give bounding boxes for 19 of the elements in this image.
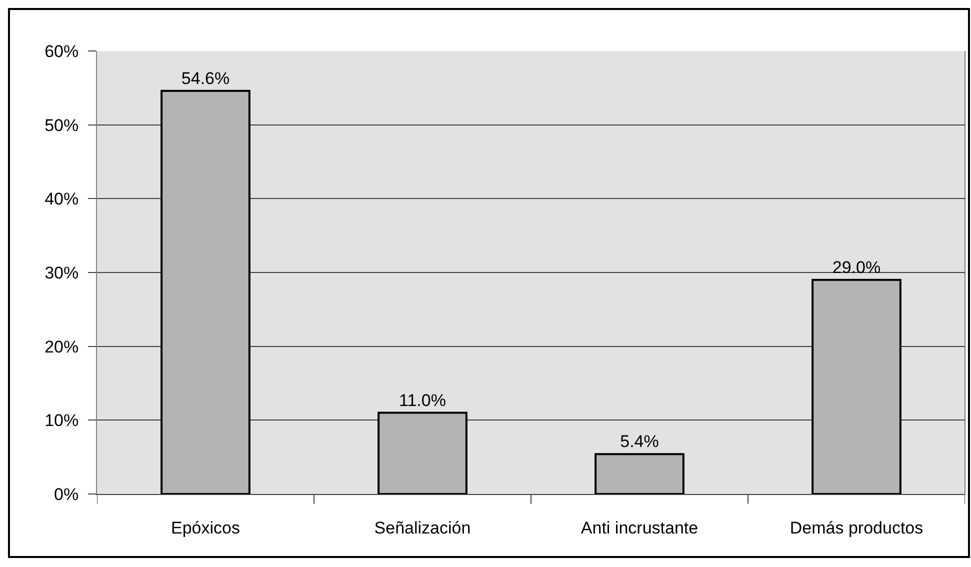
- data-label: 29.0%: [832, 258, 881, 277]
- x-tick-label: Epóxicos: [171, 518, 240, 538]
- bar: [812, 278, 902, 494]
- y-tick-label: 0%: [54, 484, 79, 504]
- x-tick-label: Señalización: [374, 518, 471, 538]
- data-label: 11.0%: [399, 390, 446, 410]
- y-tick-label: 60%: [44, 42, 79, 61]
- y-tick-label: 30%: [44, 263, 79, 282]
- y-tick-label: 50%: [44, 116, 79, 135]
- data-label: 54.6%: [181, 68, 230, 88]
- y-tick-label: 10%: [44, 411, 79, 430]
- bar: [594, 453, 684, 494]
- bar: [160, 90, 250, 494]
- x-tick-label: Demás productos: [790, 518, 924, 538]
- y-tick-label: 40%: [44, 190, 79, 209]
- x-tick-label: Anti incrustante: [580, 518, 698, 538]
- bar: [378, 412, 468, 494]
- data-label: 5.4%: [620, 432, 659, 452]
- y-tick-label: 20%: [44, 337, 79, 356]
